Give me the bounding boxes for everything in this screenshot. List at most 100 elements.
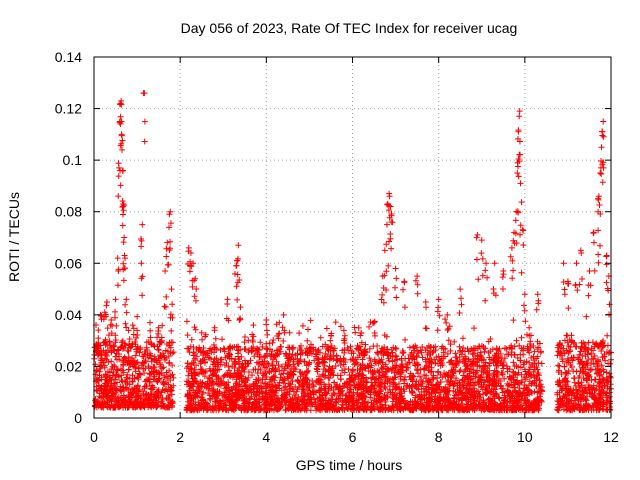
data-point	[389, 349, 396, 356]
data-point	[147, 334, 154, 341]
data-point	[392, 344, 399, 351]
data-point	[579, 388, 586, 395]
data-point	[562, 375, 569, 382]
data-point	[245, 368, 252, 375]
data-point	[538, 360, 545, 367]
data-point	[596, 390, 603, 397]
data-point	[399, 349, 406, 356]
data-point	[515, 209, 522, 216]
data-point	[537, 349, 544, 356]
data-point	[270, 336, 277, 343]
data-point	[113, 322, 120, 329]
data-point	[94, 343, 101, 350]
data-point	[200, 389, 207, 396]
data-point	[581, 404, 588, 411]
data-point	[301, 393, 308, 400]
data-point	[435, 296, 442, 303]
data-point	[353, 372, 360, 379]
data-point	[583, 397, 590, 404]
data-point	[239, 388, 246, 395]
data-point	[153, 404, 160, 411]
data-point	[406, 382, 413, 389]
data-point	[494, 405, 501, 412]
data-point	[479, 255, 486, 262]
data-point	[597, 367, 604, 374]
data-point	[163, 293, 170, 300]
data-point	[585, 292, 592, 299]
data-point	[556, 395, 563, 402]
data-point	[602, 357, 609, 364]
data-point	[241, 406, 248, 413]
data-point	[191, 324, 198, 331]
data-point	[501, 407, 508, 414]
data-point	[353, 359, 360, 366]
data-point	[438, 353, 445, 360]
data-point	[121, 234, 128, 241]
data-point	[281, 329, 288, 336]
data-point	[436, 394, 443, 401]
data-point	[301, 405, 308, 412]
data-point	[402, 336, 409, 343]
data-point	[295, 360, 302, 367]
data-point	[503, 363, 510, 370]
data-point	[216, 381, 223, 388]
data-point	[122, 255, 129, 262]
data-point	[387, 353, 394, 360]
data-point	[303, 370, 310, 377]
data-point	[504, 382, 511, 389]
data-point	[104, 325, 111, 332]
data-point	[471, 382, 478, 389]
data-point	[189, 283, 196, 290]
data-point	[587, 282, 594, 289]
data-point	[224, 384, 231, 391]
data-point	[159, 365, 166, 372]
data-point	[242, 383, 249, 390]
data-point	[369, 370, 376, 377]
data-point	[217, 347, 224, 354]
data-point	[261, 370, 268, 377]
data-point	[531, 348, 538, 355]
data-point	[403, 384, 410, 391]
data-point	[91, 344, 98, 351]
data-point	[350, 405, 357, 412]
x-tick-label: 2	[176, 429, 184, 445]
data-point	[188, 392, 195, 399]
data-point	[169, 314, 176, 321]
data-point	[567, 387, 574, 394]
data-point	[426, 379, 433, 386]
data-point	[195, 371, 202, 377]
data-point	[419, 380, 426, 387]
data-point	[311, 396, 318, 403]
data-point	[143, 383, 150, 390]
data-point	[167, 220, 174, 227]
data-point	[535, 300, 542, 307]
data-point	[434, 360, 441, 367]
data-point	[375, 369, 382, 376]
data-point	[470, 369, 477, 376]
data-point	[511, 351, 518, 358]
data-point	[517, 364, 524, 371]
data-point	[141, 138, 148, 145]
y-tick-label: 0.12	[55, 101, 82, 117]
data-point	[284, 370, 291, 377]
data-point	[363, 379, 370, 386]
data-point	[377, 406, 384, 413]
data-point	[340, 327, 347, 334]
data-point	[534, 401, 541, 408]
data-point	[141, 359, 148, 366]
data-point	[247, 395, 254, 402]
data-point	[435, 368, 442, 375]
data-point	[162, 268, 169, 275]
data-point	[534, 291, 541, 298]
data-point	[515, 173, 522, 180]
data-point	[329, 365, 336, 372]
data-point	[168, 398, 175, 405]
data-point	[526, 391, 533, 398]
data-point	[164, 373, 171, 380]
data-point	[229, 363, 236, 370]
data-point	[325, 387, 332, 394]
data-point	[276, 330, 283, 337]
data-point	[313, 407, 320, 414]
data-point	[479, 386, 486, 393]
data-point	[187, 249, 194, 256]
